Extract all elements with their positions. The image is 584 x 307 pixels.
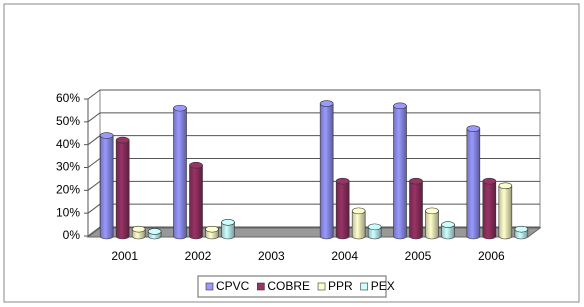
x-tick-label: 2006 [478, 249, 505, 263]
bar-top [205, 225, 219, 233]
bar [115, 136, 130, 240]
bar-top [351, 207, 366, 215]
bar-body [498, 185, 513, 240]
bar-top [131, 225, 146, 233]
bar-body [466, 128, 481, 240]
bar [189, 161, 203, 240]
y-tick-label: 0% [63, 228, 81, 242]
bar-body [441, 224, 455, 240]
bar-top [335, 177, 350, 185]
bar-top [99, 132, 114, 139]
bar [498, 182, 513, 240]
bar-body [99, 135, 114, 240]
bar-top [221, 219, 235, 226]
bar [147, 228, 162, 240]
bar [351, 207, 366, 240]
bar-top [498, 182, 513, 190]
y-tick-label: 60% [56, 91, 80, 105]
legend-marker [205, 282, 214, 291]
legend-marker [257, 282, 265, 291]
bar [441, 221, 455, 240]
bar [319, 100, 334, 240]
bar [335, 177, 350, 240]
bar-top [514, 225, 529, 233]
bar-body [351, 210, 366, 240]
bar-body [221, 222, 235, 240]
bar-body [335, 180, 350, 240]
bar-body [115, 139, 130, 240]
bar [367, 223, 382, 240]
legend-label: CPVC [216, 279, 250, 293]
bar [205, 225, 219, 240]
legend-label: PPR [328, 279, 353, 293]
x-tick-label: 2003 [258, 249, 285, 263]
bar-top [482, 177, 497, 185]
legend-marker [317, 282, 326, 291]
bar-top [189, 161, 203, 169]
bar [514, 225, 529, 240]
bar-top [367, 223, 382, 231]
bar-body [409, 180, 423, 240]
bar-body [319, 103, 334, 240]
bar-top [319, 100, 334, 107]
bar [393, 102, 407, 240]
bar-body [393, 105, 407, 240]
y-tick-label: 50% [56, 114, 80, 128]
bar-body [425, 210, 439, 240]
bar [99, 132, 114, 240]
bar [482, 177, 497, 240]
bar-body [189, 164, 203, 240]
bar [173, 104, 187, 240]
bar-top [409, 177, 423, 185]
bar [131, 225, 146, 240]
legend-label: PEX [371, 279, 395, 293]
bar-top [115, 136, 130, 144]
y-tick-label: 20% [56, 183, 80, 197]
bar [466, 125, 481, 240]
bar-top [466, 125, 481, 132]
bar-body [482, 180, 497, 240]
y-tick-label: 10% [56, 205, 80, 219]
bar-top [147, 228, 162, 235]
bar-body [173, 107, 187, 240]
x-tick-label: 2005 [405, 249, 432, 263]
x-tick-label: 2002 [185, 249, 212, 263]
bar-top [425, 207, 439, 215]
grid-line [87, 89, 540, 100]
y-tick-label: 40% [56, 137, 80, 151]
x-tick-label: 2004 [331, 249, 358, 263]
bar-top [393, 102, 407, 110]
legend-marker [360, 282, 369, 291]
legend-label: COBRE [267, 279, 310, 293]
bar [409, 177, 423, 240]
legend [197, 275, 387, 298]
bar [425, 207, 439, 240]
bar [221, 219, 235, 240]
bar-top [441, 221, 455, 228]
y-tick-label: 30% [56, 160, 80, 174]
bar-top [173, 104, 187, 112]
x-tick-label: 2001 [111, 249, 138, 263]
